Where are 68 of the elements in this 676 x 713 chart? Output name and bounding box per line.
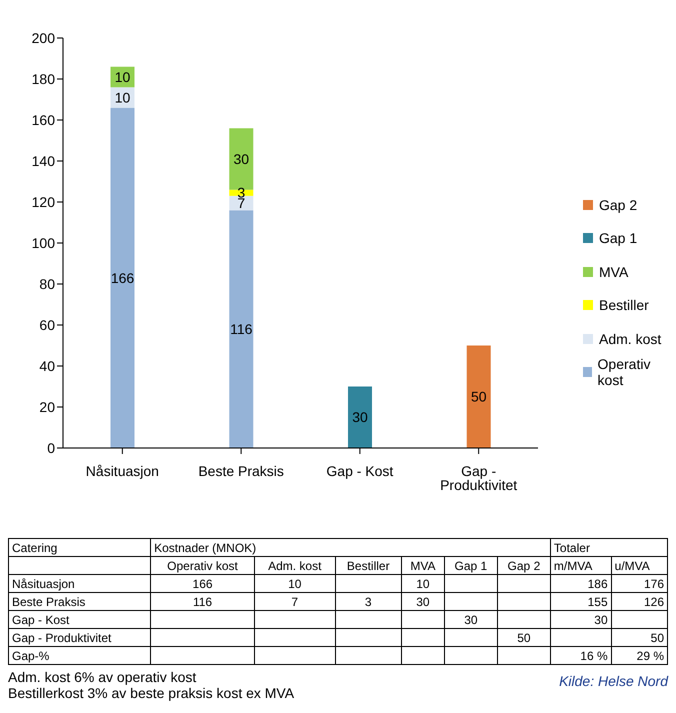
bar	[348, 386, 372, 448]
y-tick-label: 140	[32, 152, 56, 169]
data-label: 29 %	[611, 646, 668, 664]
legend-label: m/MVA	[550, 556, 612, 574]
data-label: 50	[470, 388, 487, 405]
data-label: 7	[254, 592, 336, 610]
data-label: 10	[114, 89, 130, 106]
y-tick-label: 160	[32, 112, 56, 128]
category-label: Gap - Produktivitet	[8, 628, 151, 646]
text: Kostnader (MNOK)	[150, 538, 550, 556]
legend-label: MVA	[401, 556, 444, 574]
legend-label: Gap 2	[599, 196, 638, 213]
text: Catering	[8, 538, 151, 556]
data-label: 30	[444, 610, 498, 628]
data-label: 166	[150, 574, 254, 592]
data-label: 10	[114, 68, 130, 85]
data-label: 16 %	[550, 646, 612, 664]
data-label: 10	[254, 574, 336, 592]
text: Operativ kost	[150, 556, 254, 574]
text: Adm. kost	[254, 556, 336, 574]
data-label: 50	[497, 628, 550, 646]
category-label: Gap - Kost	[8, 610, 151, 628]
bar	[110, 108, 134, 448]
legend-label: Gap 1	[444, 556, 498, 574]
bar	[466, 346, 491, 448]
x-tick-label: Gap - Kost	[326, 462, 394, 479]
data-label: 126	[611, 592, 668, 610]
x-tick-label: Beste Praksis	[198, 462, 284, 479]
y-tick-label: 20	[39, 398, 56, 415]
data-label: 176	[611, 574, 668, 592]
legend-label: MVA	[599, 264, 628, 280]
text: Adm. kost 6% av operativ kost	[8, 669, 196, 685]
data-label: 30	[352, 409, 368, 426]
text: Bestillerkost 3% av beste praksis kost ex MVA	[8, 685, 294, 701]
data-label: 155	[550, 592, 612, 610]
legend-label: Adm. kost	[599, 330, 662, 347]
y-tick-label: 80	[39, 276, 56, 292]
data-label: 30	[401, 592, 444, 610]
category-label: Nåsituasjon	[8, 574, 151, 592]
y-tick-label: 0	[47, 440, 56, 456]
x-tick-label: Gap - Produktivitet	[440, 462, 518, 493]
data-label: 186	[550, 574, 612, 592]
y-tick-label: 60	[39, 316, 56, 333]
category-label: Gap-%	[8, 646, 151, 664]
y-tick-label: 40	[39, 358, 56, 374]
data-label: 166	[110, 270, 134, 286]
text: Gap 2	[497, 556, 550, 574]
category-label: Beste Praksis	[8, 592, 151, 610]
y-tick-label: 120	[32, 194, 56, 210]
data-label: 30	[550, 610, 612, 628]
data-label: 10	[401, 574, 444, 592]
bar	[229, 210, 254, 448]
legend-label: Operativ kost	[598, 356, 652, 388]
legend-label: Bestiller	[335, 556, 402, 574]
y-tick-label: 180	[32, 70, 56, 87]
text: u/MVA	[611, 556, 668, 574]
y-tick-label: 100	[32, 234, 56, 251]
y-tick-label: 200	[32, 30, 56, 46]
text: Kilde: Helse Nord	[559, 673, 668, 689]
data-label: 116	[230, 321, 253, 338]
data-label: 116	[150, 592, 254, 610]
legend-label: Gap 1	[599, 230, 638, 246]
data-label: 50	[611, 628, 668, 646]
text: Totaler	[550, 538, 668, 556]
x-tick-label: Nåsituasjon	[86, 462, 159, 479]
legend-label: Bestiller	[599, 297, 649, 314]
data-label: 30	[233, 150, 250, 167]
data-label: 3	[335, 592, 402, 610]
